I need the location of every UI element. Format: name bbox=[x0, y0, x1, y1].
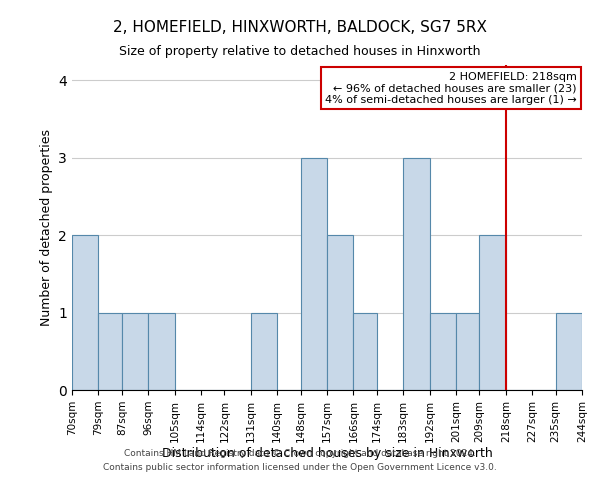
Bar bbox=[327, 235, 353, 390]
Bar bbox=[556, 312, 582, 390]
Bar bbox=[430, 312, 456, 390]
Y-axis label: Number of detached properties: Number of detached properties bbox=[40, 129, 53, 326]
Bar bbox=[98, 312, 122, 390]
Bar bbox=[456, 312, 479, 390]
Text: Contains public sector information licensed under the Open Government Licence v3: Contains public sector information licen… bbox=[103, 464, 497, 472]
Text: 2 HOMEFIELD: 218sqm
← 96% of detached houses are smaller (23)
4% of semi-detache: 2 HOMEFIELD: 218sqm ← 96% of detached ho… bbox=[325, 72, 577, 104]
Text: Contains HM Land Registry data © Crown copyright and database right 2024.: Contains HM Land Registry data © Crown c… bbox=[124, 448, 476, 458]
X-axis label: Distribution of detached houses by size in Hinxworth: Distribution of detached houses by size … bbox=[161, 448, 493, 460]
Bar bbox=[72, 235, 98, 390]
Bar bbox=[148, 312, 175, 390]
Text: Size of property relative to detached houses in Hinxworth: Size of property relative to detached ho… bbox=[119, 45, 481, 58]
Bar bbox=[403, 158, 430, 390]
Bar bbox=[353, 312, 377, 390]
Text: 2, HOMEFIELD, HINXWORTH, BALDOCK, SG7 5RX: 2, HOMEFIELD, HINXWORTH, BALDOCK, SG7 5R… bbox=[113, 20, 487, 35]
Bar bbox=[251, 312, 277, 390]
Bar bbox=[122, 312, 148, 390]
Bar bbox=[301, 158, 327, 390]
Bar bbox=[479, 235, 506, 390]
